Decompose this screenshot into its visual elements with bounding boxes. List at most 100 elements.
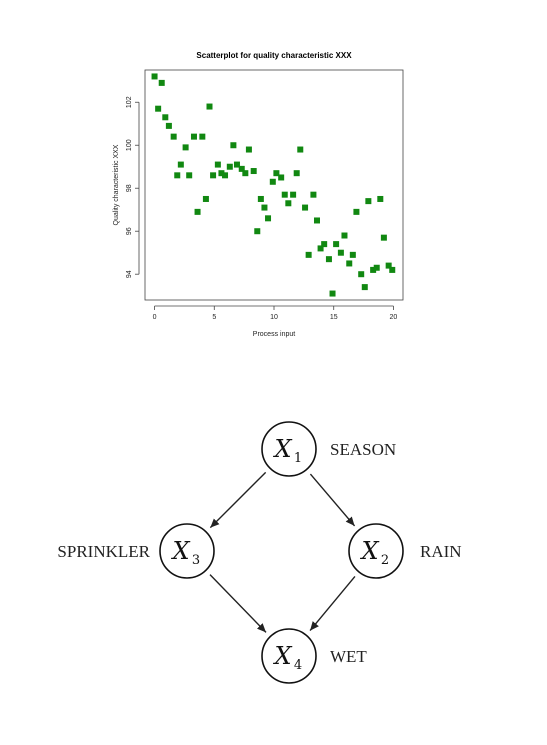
node-circle <box>159 523 215 579</box>
node-x1: X 1 SEASON <box>261 421 396 477</box>
x-tick-label: 0 <box>153 314 157 321</box>
scatter-point <box>242 170 249 177</box>
node-x4: X 4 WET <box>261 628 367 684</box>
scatter-point <box>310 191 317 198</box>
y-tick-label: 100 <box>126 139 133 151</box>
y-tick-label: 98 <box>126 184 133 192</box>
scatter-point <box>218 170 225 177</box>
scatter-point <box>214 161 221 168</box>
x-axis-label: Process input <box>253 331 295 338</box>
scatter-point <box>155 105 162 112</box>
scatter-point <box>293 170 300 177</box>
node-circle <box>261 628 317 684</box>
x-tick-label: 20 <box>390 314 398 321</box>
node-symbol: X <box>272 435 292 463</box>
node-subscript: 4 <box>294 658 302 673</box>
scatter-point <box>329 290 336 297</box>
edge-x1-x3 <box>209 471 267 529</box>
scatter-point <box>269 178 276 185</box>
scatter-point <box>261 204 268 211</box>
y-axis: 94 96 98 100 102 <box>126 96 140 278</box>
node-circle <box>348 523 404 579</box>
scatter-point <box>273 170 280 177</box>
scatter-point <box>206 103 213 110</box>
scatter-point <box>278 174 285 181</box>
node-x3: X 3 SPRINKLER <box>57 523 215 579</box>
scatter-point <box>314 217 320 224</box>
scatter-point <box>325 256 332 263</box>
x-axis: 0 5 10 15 20 <box>153 305 398 321</box>
node-subscript: 3 <box>192 553 200 568</box>
y-axis-label: Quality characteristic XXX <box>113 144 120 225</box>
scatter-point <box>321 241 328 248</box>
node-label: RAIN <box>420 542 462 561</box>
edges <box>209 471 356 633</box>
y-tick-label: 102 <box>126 96 133 108</box>
scatter-point <box>341 232 348 239</box>
x-tick-label: 5 <box>212 314 216 321</box>
scatter-point <box>202 195 209 202</box>
scatter-point <box>265 215 272 222</box>
scatter-point <box>346 260 353 267</box>
scatter-point <box>250 168 257 175</box>
node-x2: X 2 RAIN <box>348 523 462 579</box>
node-symbol: X <box>272 642 292 670</box>
node-label: SPRINKLER <box>57 542 150 561</box>
scatter-point <box>254 228 261 235</box>
scatter-point <box>385 262 392 269</box>
scatter-point <box>194 208 201 215</box>
scatter-point <box>333 241 340 248</box>
scatter-point <box>317 245 324 252</box>
scatter-point <box>302 204 309 211</box>
scatter-point <box>151 73 158 80</box>
node-label: WET <box>330 647 367 666</box>
scatter-point <box>370 266 377 273</box>
edge-x2-x4 <box>309 575 356 632</box>
scatterplot: Scatterplot for quality characteristic X… <box>113 51 404 338</box>
edge-x3-x4 <box>209 574 267 633</box>
data-points <box>151 73 396 297</box>
scatter-point <box>358 271 365 278</box>
y-tick-label: 96 <box>126 227 133 235</box>
scatter-point <box>337 249 344 256</box>
scatter-point <box>158 79 165 86</box>
scatter-point <box>361 284 368 291</box>
scatter-point <box>199 133 206 140</box>
scatter-point <box>177 161 184 168</box>
x-tick-label: 15 <box>330 314 338 321</box>
y-tick-label: 94 <box>126 270 133 278</box>
node-circle <box>261 421 317 477</box>
scatter-point <box>353 208 360 215</box>
scatter-point <box>377 195 384 202</box>
node-subscript: 1 <box>294 451 302 466</box>
scatter-point <box>238 165 245 172</box>
node-symbol: X <box>359 537 379 565</box>
scatter-point <box>389 266 396 273</box>
scatter-point <box>186 172 193 179</box>
node-symbol: X <box>170 537 190 565</box>
edge-x1-x2 <box>309 473 356 527</box>
scatter-point <box>162 114 169 121</box>
scatter-point <box>257 195 264 202</box>
scatter-point <box>305 251 312 258</box>
scatter-point <box>182 144 189 151</box>
scatter-point <box>290 191 297 198</box>
scatter-point <box>233 161 240 168</box>
scatter-point <box>226 163 233 170</box>
node-subscript: 2 <box>381 553 389 568</box>
scatter-point <box>210 172 217 179</box>
scatter-point <box>170 133 177 140</box>
scatter-point <box>285 200 292 207</box>
scatter-point <box>245 146 252 153</box>
scatter-point <box>174 172 181 179</box>
scatter-point <box>373 264 380 271</box>
scatter-point <box>380 234 387 241</box>
scatter-point <box>190 133 197 140</box>
scatter-point <box>349 251 356 258</box>
scatter-point <box>165 122 172 129</box>
node-label: SEASON <box>330 440 396 459</box>
x-tick-label: 10 <box>270 314 278 321</box>
chart-title: Scatterplot for quality characteristic X… <box>196 51 352 60</box>
